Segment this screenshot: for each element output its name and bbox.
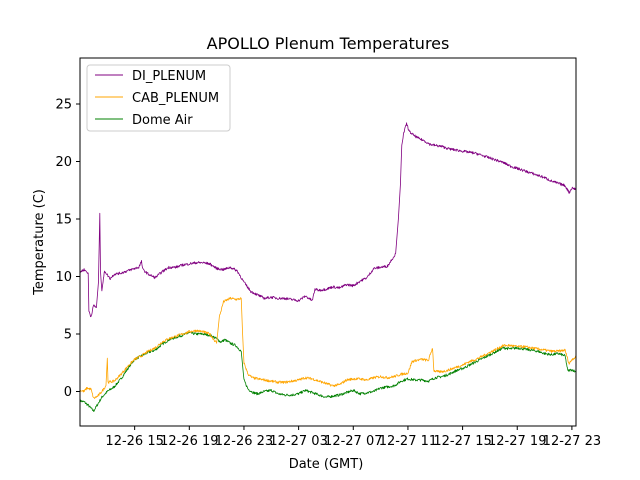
y-tick-label: 25 [55, 98, 72, 113]
y-axis-label: Temperature (C) [32, 189, 47, 296]
x-tick-label: 12-26 23 [215, 434, 273, 449]
y-tick-label: 5 [64, 328, 72, 343]
series-layer [80, 122, 576, 412]
chart-title: APOLLO Plenum Temperatures [207, 34, 450, 53]
legend-box [86, 64, 231, 132]
series-line-cab-plenum [80, 296, 576, 399]
x-tick-label: 12-27 03 [269, 434, 327, 449]
y-tick-label: 20 [55, 155, 72, 170]
series-line-dome-air [80, 331, 576, 412]
series-line-di-plenum [80, 122, 576, 318]
y-axis: 0 5 10 15 20 25 [55, 98, 80, 400]
y-tick-label: 10 [55, 270, 72, 285]
y-tick-label: 15 [55, 213, 72, 228]
legend: DI_PLENUM CAB_PLENUM Dome Air [86, 64, 231, 132]
legend-label-di-plenum: DI_PLENUM [132, 69, 206, 84]
y-tick-label: 0 [64, 385, 72, 400]
x-tick-label: 12-27 07 [324, 434, 382, 449]
x-tick-label: 12-27 15 [433, 434, 491, 449]
x-tick-label: 12-26 19 [160, 434, 218, 449]
legend-label-cab-plenum: CAB_PLENUM [132, 91, 219, 106]
x-axis-label: Date (GMT) [289, 457, 364, 472]
x-tick-label: 12-27 19 [488, 434, 546, 449]
x-tick-label: 12-27 11 [379, 434, 437, 449]
x-tick-label: 12-26 15 [105, 434, 163, 449]
x-tick-label: 12-27 23 [543, 434, 601, 449]
legend-label-dome-air: Dome Air [132, 113, 193, 128]
plot-frame [79, 57, 577, 427]
